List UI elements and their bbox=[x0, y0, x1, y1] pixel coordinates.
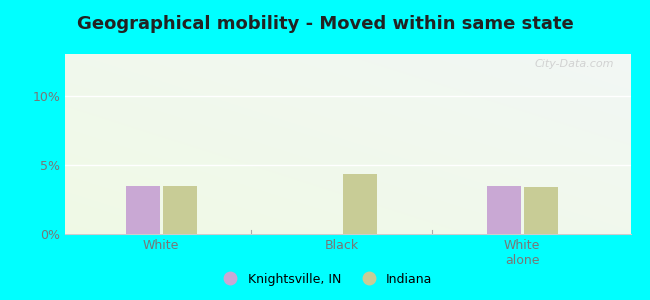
Bar bbox=[126, 185, 159, 234]
Text: City-Data.com: City-Data.com bbox=[534, 59, 614, 69]
Bar bbox=[343, 175, 377, 234]
Bar bbox=[487, 185, 521, 234]
Bar bbox=[163, 185, 197, 234]
Legend: Knightsville, IN, Indiana: Knightsville, IN, Indiana bbox=[213, 268, 437, 291]
Bar bbox=[524, 187, 558, 234]
Text: Geographical mobility - Moved within same state: Geographical mobility - Moved within sam… bbox=[77, 15, 573, 33]
